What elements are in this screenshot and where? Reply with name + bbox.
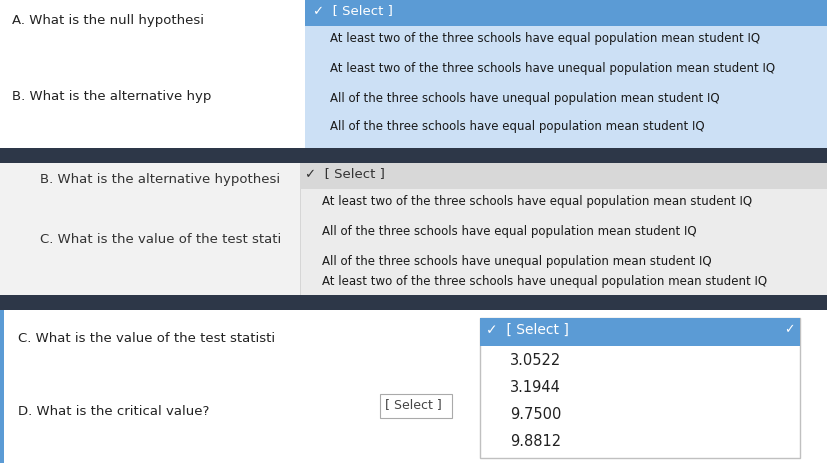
Text: All of the three schools have unequal population mean student IQ: All of the three schools have unequal po… xyxy=(330,92,719,105)
Text: At least two of the three schools have equal population mean student IQ: At least two of the three schools have e… xyxy=(330,32,760,45)
Text: B. What is the alternative hypothesi: B. What is the alternative hypothesi xyxy=(40,173,280,186)
Bar xyxy=(300,163,827,189)
Text: 3.1944: 3.1944 xyxy=(510,380,561,395)
Text: ✓  [ Select ]: ✓ [ Select ] xyxy=(305,167,385,180)
Bar xyxy=(305,0,827,26)
Text: ✓  [ Select ]: ✓ [ Select ] xyxy=(486,323,569,337)
Text: C. What is the value of the test stati: C. What is the value of the test stati xyxy=(40,233,281,246)
Bar xyxy=(0,163,827,295)
Bar xyxy=(480,318,800,458)
Text: [ Select ]: [ Select ] xyxy=(385,398,442,411)
Bar xyxy=(300,163,827,295)
Text: C. What is the value of the test statisti: C. What is the value of the test statist… xyxy=(18,332,275,345)
Text: 9.8812: 9.8812 xyxy=(510,434,562,449)
Bar xyxy=(0,148,827,163)
Bar xyxy=(0,295,827,310)
Bar xyxy=(305,0,827,148)
Text: ✓  [ Select ]: ✓ [ Select ] xyxy=(313,4,393,17)
Text: B. What is the alternative hyp: B. What is the alternative hyp xyxy=(12,90,212,103)
Text: All of the three schools have equal population mean student IQ: All of the three schools have equal popu… xyxy=(330,120,705,133)
Bar xyxy=(0,0,827,148)
Bar xyxy=(0,310,827,463)
Text: At least two of the three schools have equal population mean student IQ: At least two of the three schools have e… xyxy=(322,195,752,208)
Text: All of the three schools have equal population mean student IQ: All of the three schools have equal popu… xyxy=(322,225,696,238)
Bar xyxy=(380,394,452,418)
Text: 3.0522: 3.0522 xyxy=(510,353,562,368)
Text: All of the three schools have unequal population mean student IQ: All of the three schools have unequal po… xyxy=(322,255,711,268)
Text: 9.7500: 9.7500 xyxy=(510,407,562,422)
Bar xyxy=(0,310,4,463)
Text: At least two of the three schools have unequal population mean student IQ: At least two of the three schools have u… xyxy=(330,62,775,75)
Text: D. What is the critical value?: D. What is the critical value? xyxy=(18,405,209,418)
Text: At least two of the three schools have unequal population mean student IQ: At least two of the three schools have u… xyxy=(322,275,767,288)
Text: A. What is the null hypothesi: A. What is the null hypothesi xyxy=(12,14,204,27)
Bar xyxy=(480,318,800,346)
Text: ✓: ✓ xyxy=(784,323,795,336)
